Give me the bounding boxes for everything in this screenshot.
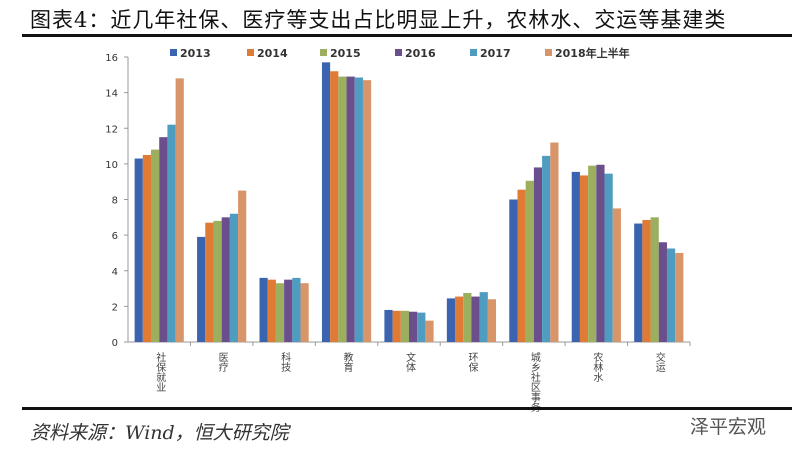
bar-2017-科技 bbox=[292, 277, 301, 342]
legend-label: 2018年上半年 bbox=[555, 46, 630, 60]
bar-2013-交运 bbox=[634, 223, 643, 342]
bar-2017-环保 bbox=[479, 292, 488, 342]
x-tick-label: 文体 bbox=[404, 351, 416, 373]
source-rule bbox=[22, 407, 792, 410]
bar-2017-文体 bbox=[417, 312, 426, 342]
y-tick-label: 16 bbox=[105, 53, 118, 64]
bar-2017-交运 bbox=[666, 248, 676, 342]
bar-2013-城乡社区事务 bbox=[509, 199, 518, 342]
y-tick-label: 2 bbox=[112, 302, 118, 313]
legend-swatch bbox=[247, 49, 254, 56]
bar-2016-医疗 bbox=[221, 217, 230, 342]
bar-2014-环保 bbox=[455, 296, 464, 342]
bar-2014-交运 bbox=[642, 219, 651, 342]
bar-2018年上半年-社保就业 bbox=[175, 78, 184, 342]
bar-2018年上半年-环保 bbox=[487, 299, 497, 342]
bar-2015-环保 bbox=[463, 293, 472, 342]
x-tick-label: 社保就业 bbox=[154, 351, 166, 392]
bar-2016-文体 bbox=[409, 311, 418, 342]
y-tick-label: 4 bbox=[112, 267, 118, 278]
x-tick-label: 教育 bbox=[341, 351, 353, 373]
bar-2015-交运 bbox=[650, 217, 659, 342]
bar-2013-医疗 bbox=[197, 236, 206, 342]
bar-2016-城乡社区事务 bbox=[533, 167, 543, 342]
legend-label: 2013 bbox=[180, 47, 211, 60]
bar-2018年上半年-医疗 bbox=[238, 190, 247, 342]
bar-2014-医疗 bbox=[205, 222, 214, 342]
bar-2018年上半年-城乡社区事务 bbox=[550, 142, 559, 342]
x-tick-label: 农林水 bbox=[591, 351, 603, 382]
bar-2017-农林水 bbox=[604, 173, 613, 342]
bar-2016-社保就业 bbox=[159, 137, 168, 342]
watermark: 泽平宏观 bbox=[690, 416, 767, 438]
bar-2013-农林水 bbox=[571, 171, 580, 342]
bar-2014-科技 bbox=[267, 279, 276, 342]
legend-label: 2015 bbox=[330, 47, 361, 60]
bar-2015-医疗 bbox=[213, 220, 222, 342]
bar-2014-教育 bbox=[330, 71, 339, 342]
title-rule bbox=[22, 34, 792, 37]
legend-label: 2017 bbox=[480, 47, 511, 60]
source-note: 资料来源：Wind，恒大研究院 bbox=[30, 422, 289, 444]
bar-2018年上半年-交运 bbox=[675, 252, 684, 342]
bar-2014-城乡社区事务 bbox=[517, 189, 526, 342]
bar-2016-交运 bbox=[658, 242, 667, 342]
legend-swatch bbox=[170, 49, 177, 56]
bar-2015-农林水 bbox=[588, 165, 597, 342]
y-tick-label: 12 bbox=[105, 124, 118, 135]
bar-2015-文体 bbox=[400, 310, 409, 342]
bar-2016-科技 bbox=[284, 279, 293, 342]
bar-2017-社保就业 bbox=[167, 124, 176, 342]
y-tick-label: 0 bbox=[112, 338, 118, 349]
legend-swatch bbox=[470, 49, 477, 56]
chart-title: 图表4：近几年社保、医疗等支出占比明显上升，农林水、交运等基建类 bbox=[30, 8, 727, 32]
y-tick-label: 6 bbox=[112, 231, 118, 242]
bar-2014-社保就业 bbox=[142, 154, 152, 342]
bar-2013-社保就业 bbox=[134, 158, 143, 342]
y-tick-label: 8 bbox=[112, 196, 118, 207]
bar-2013-科技 bbox=[259, 277, 268, 342]
bar-2017-医疗 bbox=[229, 213, 239, 342]
legend-label: 2014 bbox=[257, 47, 288, 60]
legend-swatch bbox=[545, 49, 552, 56]
y-tick-label: 10 bbox=[105, 160, 118, 171]
bar-2017-教育 bbox=[354, 77, 363, 342]
legend-label: 2016 bbox=[405, 47, 436, 60]
bar-2015-社保就业 bbox=[151, 149, 160, 342]
x-tick-label: 医疗 bbox=[216, 352, 228, 373]
bar-2013-环保 bbox=[446, 298, 456, 342]
bar-2017-城乡社区事务 bbox=[542, 155, 551, 342]
bar-2013-教育 bbox=[321, 62, 331, 342]
bar-2015-科技 bbox=[275, 283, 285, 342]
legend-swatch bbox=[320, 49, 327, 56]
y-tick-label: 14 bbox=[105, 89, 118, 100]
legend-swatch bbox=[395, 49, 402, 56]
x-tick-label: 城乡社区事务 bbox=[528, 352, 540, 413]
bar-2016-农林水 bbox=[596, 164, 605, 342]
bar-2015-城乡社区事务 bbox=[525, 180, 534, 342]
bar-2018年上半年-农林水 bbox=[612, 208, 621, 342]
x-tick-label: 科技 bbox=[279, 351, 291, 373]
x-tick-label: 环保 bbox=[466, 352, 478, 373]
bar-2018年上半年-文体 bbox=[425, 320, 434, 342]
bar-2013-文体 bbox=[384, 309, 393, 342]
bar-2018年上半年-科技 bbox=[300, 283, 309, 342]
bar-2015-教育 bbox=[338, 76, 347, 342]
bar-2014-农林水 bbox=[579, 175, 589, 342]
bar-2018年上半年-教育 bbox=[362, 80, 372, 342]
bar-2014-文体 bbox=[392, 310, 401, 342]
bar-2016-教育 bbox=[346, 76, 355, 342]
bar-2016-环保 bbox=[471, 296, 480, 342]
x-tick-label: 交运 bbox=[653, 351, 665, 373]
